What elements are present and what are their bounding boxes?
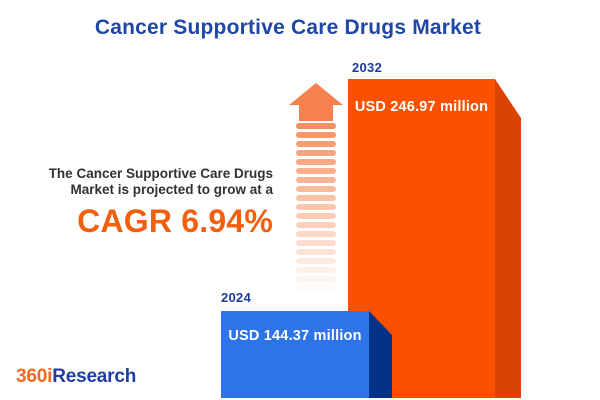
bar-2024-value-label: USD 144.37 million xyxy=(228,328,362,344)
arrow-stripe xyxy=(296,285,336,291)
bar-2032-year-label: 2032 xyxy=(352,60,383,75)
arrow-stripe xyxy=(296,150,336,156)
growth-up-arrow-icon xyxy=(289,83,343,121)
arrow-stripe xyxy=(296,213,336,219)
annotation-line-1: The Cancer Supportive Care Drugs xyxy=(48,166,273,181)
bar-2032-value-label: USD 246.97 million xyxy=(354,99,489,115)
brand-logo: 360iResearch xyxy=(16,366,136,388)
bar-2024: USD 144.37 million xyxy=(221,311,369,398)
arrow-stripe xyxy=(296,222,336,228)
brand-logo-research: Research xyxy=(52,366,137,387)
arrow-stripe xyxy=(296,177,336,183)
growth-arrow-shaft xyxy=(296,123,336,294)
arrow-stripe xyxy=(296,186,336,192)
arrow-stripe xyxy=(296,267,336,273)
arrow-stripe xyxy=(296,276,336,282)
arrow-stripe xyxy=(296,132,336,138)
arrow-stripe xyxy=(296,141,336,147)
bar-2024-side-face xyxy=(369,311,392,398)
arrow-stripe xyxy=(296,195,336,201)
annotation-line-2: Market is projected to grow at a xyxy=(70,181,273,197)
bar-2032-side-face xyxy=(495,79,521,398)
cagr-value: CAGR 6.94% xyxy=(77,203,273,239)
arrow-stripe xyxy=(296,123,336,129)
arrow-stripe xyxy=(296,249,336,255)
arrow-stripe xyxy=(296,204,336,210)
bar-2024-year-label: 2024 xyxy=(221,290,252,305)
page-title: Cancer Supportive Care Drugs Market xyxy=(94,16,482,39)
brand-logo-360i: 360i xyxy=(16,366,53,387)
arrow-stripe xyxy=(296,159,336,165)
growth-annotation: The Cancer Supportive Care Drugs Market … xyxy=(0,166,273,240)
arrow-stripe xyxy=(296,240,336,246)
arrow-stripe xyxy=(296,231,336,237)
arrow-stripe xyxy=(296,258,336,264)
arrow-stripe xyxy=(296,168,336,174)
